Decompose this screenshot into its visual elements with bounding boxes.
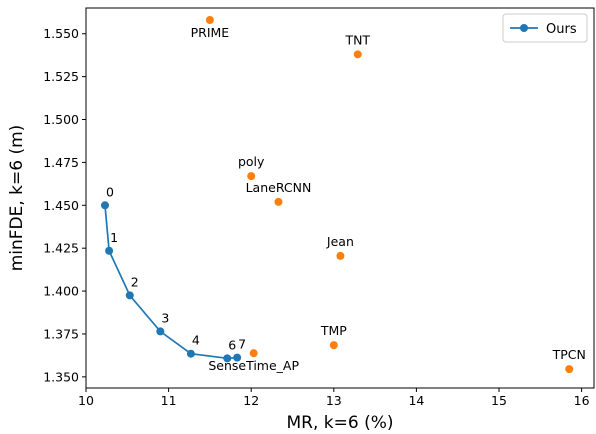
- x-tick-label: 14: [408, 393, 424, 408]
- method-point-label: TNT: [344, 32, 370, 47]
- y-tick-label: 1.500: [43, 112, 79, 127]
- x-tick-label: 15: [491, 393, 507, 408]
- legend-label-ours: Ours: [546, 22, 577, 37]
- y-axis: 1.350 1.375 1.400 1.425 1.450 1.475 1.500 1.525…: [43, 26, 86, 384]
- method-point: [565, 365, 574, 374]
- x-axis-label: MR, k=6 (%): [286, 413, 393, 433]
- legend: Ours: [502, 13, 588, 43]
- x-axis: 10 11 12 13 14 15 16: [78, 388, 590, 408]
- method-point: [249, 349, 258, 358]
- method-point-label: TPCN: [552, 347, 586, 362]
- y-axis-label: minFDE, k=6 (m): [7, 125, 27, 272]
- method-point: [336, 251, 345, 260]
- method-point-label: LaneRCNN: [246, 180, 312, 195]
- ours-point: [105, 246, 114, 255]
- method-point: [205, 16, 214, 25]
- ours-point-label: 7: [238, 337, 246, 352]
- y-tick-label: 1.425: [43, 241, 79, 256]
- x-tick-label: 10: [78, 393, 94, 408]
- ours-point-label: 1: [110, 230, 118, 245]
- ours-point: [186, 349, 195, 358]
- legend-marker-ours: [520, 24, 528, 32]
- ours-point: [223, 354, 232, 363]
- ours-point-label: 2: [131, 274, 139, 289]
- method-point: [353, 50, 362, 59]
- series-layer: 0 1 2 3 4 6 7 PRIME TNT poly LaneRCNN Jean TMP SenseT…: [100, 16, 586, 374]
- y-tick-label: 1.400: [43, 284, 79, 299]
- ours-point: [233, 353, 242, 362]
- x-tick-label: 12: [243, 393, 259, 408]
- ours-point: [125, 291, 134, 300]
- y-tick-label: 1.550: [43, 26, 79, 41]
- method-point: [247, 172, 256, 181]
- method-point-label: Jean: [326, 234, 354, 249]
- legend-box: [502, 13, 588, 43]
- y-tick-label: 1.375: [43, 326, 79, 341]
- x-tick-label: 16: [574, 393, 590, 408]
- y-tick-label: 1.475: [43, 155, 79, 170]
- method-point-label: SenseTime_AP: [208, 358, 299, 373]
- ours-point-label: 0: [106, 184, 114, 199]
- x-tick-label: 11: [161, 393, 177, 408]
- method-point: [329, 341, 338, 350]
- ours-point: [156, 327, 165, 336]
- method-point-label: TMP: [320, 323, 347, 338]
- y-tick-label: 1.450: [43, 198, 79, 213]
- ours-point-label: 6: [228, 337, 236, 352]
- ours-point: [100, 201, 109, 210]
- method-point-label: PRIME: [191, 25, 230, 40]
- y-tick-label: 1.525: [43, 69, 79, 84]
- x-tick-label: 13: [326, 393, 342, 408]
- plot-area: [85, 7, 595, 389]
- method-point-label: poly: [238, 154, 265, 169]
- y-tick-label: 1.350: [43, 369, 79, 384]
- ours-point-label: 4: [192, 333, 200, 348]
- method-point: [274, 197, 283, 206]
- ours-point-label: 3: [161, 310, 169, 325]
